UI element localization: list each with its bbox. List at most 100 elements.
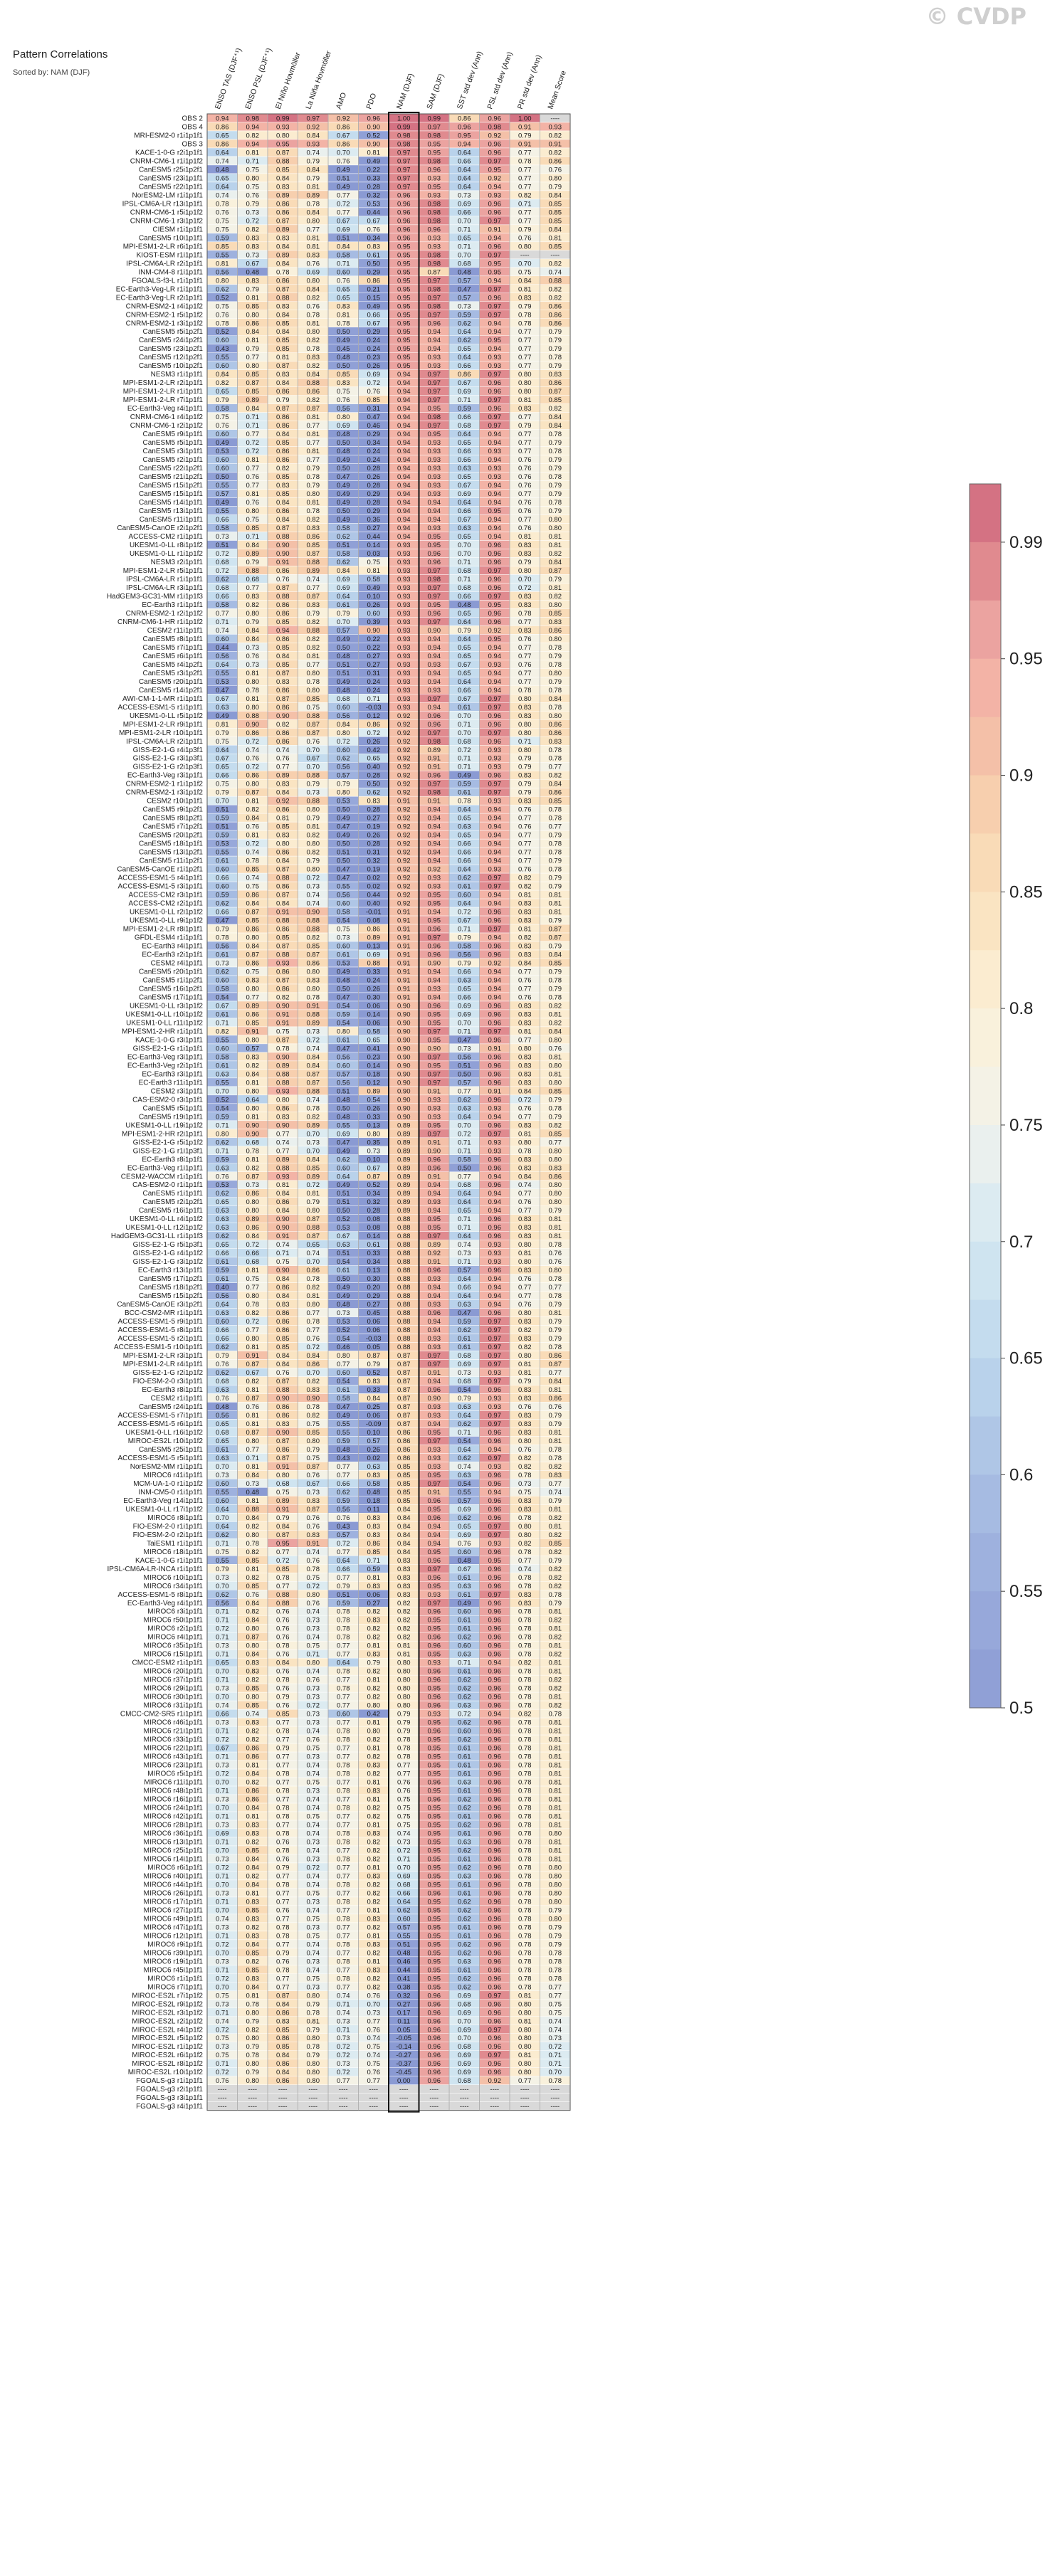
cell-value-label: 0.81 — [518, 1250, 532, 1257]
cell-value-label: 0.80 — [276, 132, 290, 139]
cell-value-label: 0.78 — [397, 1745, 411, 1753]
row-label: CanESM5 r2i1p1f1 — [143, 456, 204, 464]
cell-value-label: 0.99 — [276, 115, 290, 122]
cell-value-label: 0.92 — [397, 755, 411, 763]
cell-value-label: 0.85 — [307, 542, 320, 549]
row-label: CanESM5 r20i1p2f1 — [139, 832, 203, 840]
cell-value-label: 0.85 — [276, 473, 290, 481]
cell-value-label: 0.88 — [276, 294, 290, 302]
cell-value-label: 0.73 — [216, 960, 229, 968]
cell-value-label: 0.74 — [518, 1181, 532, 1189]
cell-value-label: 0.78 — [518, 1694, 532, 1701]
cell-value-label: 0.83 — [518, 1395, 532, 1403]
cell-value-label: 0.92 — [397, 823, 411, 831]
cell-value-label: 0.75 — [216, 738, 229, 746]
cell-value-label: 0.80 — [276, 1096, 290, 1104]
cell-value-label: 0.44 — [216, 644, 229, 652]
cell-value-label: 0.61 — [458, 1574, 471, 1582]
cell-value-label: 0.79 — [518, 755, 532, 763]
cell-value-label: 0.83 — [367, 1472, 381, 1479]
cell-value-label: 0.77 — [276, 1130, 290, 1138]
cell-value-label: 0.62 — [458, 1420, 471, 1428]
cell-value-label: 0.96 — [488, 379, 502, 387]
cell-value-label: 0.96 — [428, 772, 441, 780]
cell-value-label: 0.92 — [397, 840, 411, 848]
row-label: BCC-CSM2-MR r1i1p1f1 — [125, 1309, 203, 1317]
cell-value-label: 0.75 — [276, 1489, 290, 1496]
cell-value-label: 0.84 — [276, 1523, 290, 1531]
cell-value-label: 0.78 — [307, 311, 320, 319]
cell-value-label: 0.83 — [367, 798, 381, 806]
cell-value-label: 0.84 — [276, 243, 290, 250]
cell-value-label: 0.77 — [246, 993, 260, 1001]
cell-value-label: 0.76 — [216, 208, 229, 216]
cell-value-label: 0.87 — [549, 388, 562, 396]
cell-value-label: 0.56 — [216, 943, 229, 951]
cell-value-label: 0.81 — [367, 1574, 381, 1582]
cell-value-label: 0.57 — [337, 772, 350, 780]
cell-value-label: 0.94 — [428, 653, 441, 660]
row-label: GISS-E2-1-G r2i1p3f1 — [133, 764, 204, 771]
cell-value-label: 0.90 — [397, 1019, 411, 1027]
cell-value-label: 0.48 — [216, 166, 229, 174]
cell-value-label: 0.89 — [397, 1207, 411, 1215]
cell-value-label: 0.71 — [458, 1659, 471, 1667]
cell-value-label: 0.02 — [367, 883, 381, 891]
cell-value-label: 0.94 — [488, 1659, 502, 1667]
cell-value-label: 0.24 — [367, 448, 381, 455]
cell-value-label: 0.64 — [337, 1557, 350, 1565]
cell-value-label: 0.82 — [246, 1677, 260, 1684]
cell-value-label: 0.92 — [488, 174, 502, 182]
cell-value-label: 0.78 — [518, 1651, 532, 1659]
cell-value-label: 0.96 — [488, 1805, 502, 1812]
row-label: GISS-E2-1-G r1i1p3f1 — [133, 1147, 204, 1155]
cell-value-label: 0.82 — [246, 1574, 260, 1582]
cell-value-label: 0.92 — [397, 849, 411, 857]
cell-value-label: 0.80 — [518, 388, 532, 396]
cell-value-label: 0.81 — [549, 542, 562, 549]
cell-value-label: 0.72 — [216, 550, 229, 558]
cell-value-label: 0.94 — [428, 337, 441, 344]
cell-value-label: 0.85 — [276, 320, 290, 327]
cell-value-label: 0.83 — [337, 302, 350, 310]
row-label: EC-Earth3 r13i1p1f1 — [138, 1267, 204, 1274]
cell-value-label: 0.94 — [428, 815, 441, 823]
cell-value-label: 0.65 — [458, 1523, 471, 1531]
cell-value-label: 0.76 — [518, 866, 532, 874]
cell-value-label: 0.96 — [488, 388, 502, 396]
cell-value-label: 0.62 — [458, 1719, 471, 1727]
cell-value-label: 0.86 — [276, 849, 290, 857]
cell-value-label: 0.88 — [276, 951, 290, 959]
cell-value-label: 0.91 — [307, 1540, 320, 1548]
cell-value-label: 0.96 — [488, 1583, 502, 1590]
cell-value-label: 0.74 — [246, 746, 260, 754]
cell-value-label: 0.66 — [337, 1566, 350, 1573]
cell-value-label: 0.76 — [337, 1514, 350, 1522]
cell-value-label: 0.82 — [246, 1378, 260, 1385]
cell-value-label: 0.94 — [397, 388, 411, 396]
cell-value-label: 0.81 — [246, 1762, 260, 1770]
cell-value-label: 0.65 — [458, 439, 471, 447]
cell-value-label: 0.29 — [367, 328, 381, 336]
cell-value-label: 0.82 — [367, 1770, 381, 1778]
cell-value-label: 0.54 — [337, 1335, 350, 1343]
cell-value-label: 0.62 — [216, 1531, 229, 1539]
cell-value-label: 0.83 — [518, 1506, 532, 1514]
cell-value-label: 0.86 — [246, 1796, 260, 1804]
cell-value-label: 0.91 — [397, 798, 411, 806]
cell-value-label: 0.81 — [549, 1053, 562, 1061]
cell-value-label: 0.86 — [246, 1010, 260, 1018]
cell-value-label: 0.85 — [367, 1548, 381, 1556]
cell-value-label: 0.84 — [276, 1352, 290, 1360]
cell-value-label: 0.93 — [488, 1139, 502, 1146]
cell-value-label: 0.81 — [549, 1805, 562, 1812]
cell-value-label: 0.72 — [246, 448, 260, 455]
row-label: NorESM2-LM r1i1p1f1 — [132, 191, 204, 199]
cell-value-label: 0.83 — [276, 1301, 290, 1309]
cell-value-label: 0.79 — [549, 985, 562, 993]
cell-value-label: 0.80 — [337, 1028, 350, 1035]
cell-value-label: 0.48 — [246, 1489, 260, 1496]
cell-value-label: 0.63 — [216, 1207, 229, 1215]
cell-value-label: 0.88 — [246, 1506, 260, 1514]
cell-value-label: 0.71 — [246, 157, 260, 165]
